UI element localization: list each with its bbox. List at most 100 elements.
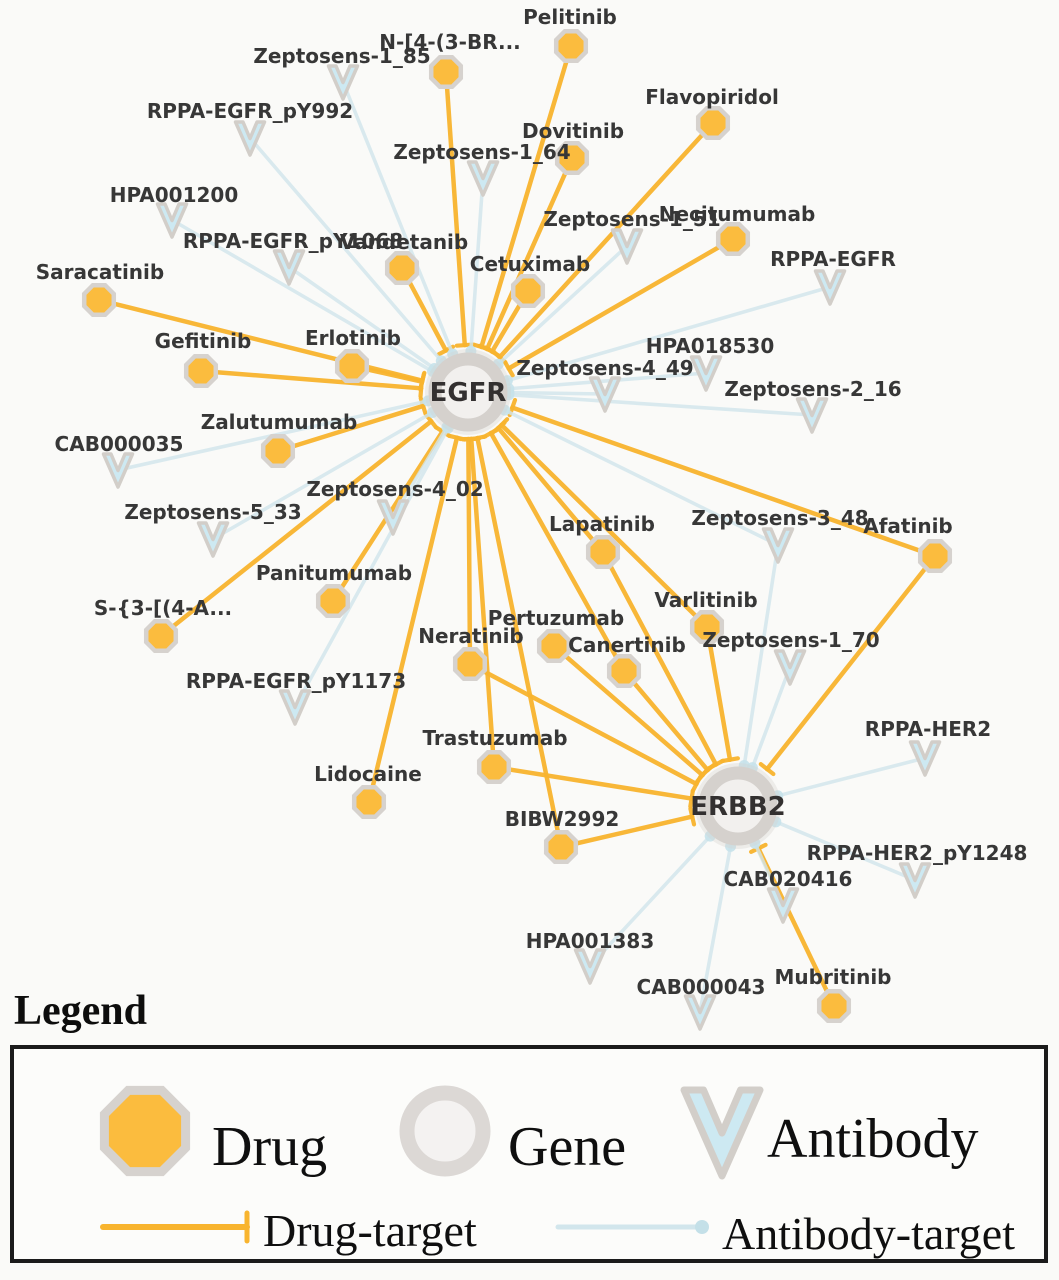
drug-octagon-icon bbox=[315, 583, 351, 619]
rppa_egfr_py1173-node[interactable] bbox=[278, 689, 312, 726]
antibody-chevron-icon bbox=[101, 452, 135, 489]
trastuzumab-node[interactable] bbox=[476, 749, 512, 785]
erbb2-node[interactable]: ERBB2 bbox=[690, 763, 786, 849]
s3_4a-label: S-{3-[(4-A... bbox=[94, 596, 232, 620]
drug-target-edges bbox=[96, 43, 938, 1009]
edge-neratinib-erbb2 bbox=[467, 661, 699, 787]
pertuzumab-node[interactable] bbox=[536, 628, 572, 664]
zeptosens_5_33-node[interactable] bbox=[196, 521, 230, 558]
mubritinib-label: Mubritinib bbox=[774, 965, 891, 989]
edge-hpa018530-egfr bbox=[507, 371, 708, 391]
egfr-label: EGFR bbox=[430, 378, 507, 408]
erlotinib-node[interactable] bbox=[334, 348, 370, 384]
nodes: EGFR ERBB2 bbox=[81, 28, 953, 1031]
cab020416-node[interactable] bbox=[766, 887, 800, 924]
zeptosens_3_48-node[interactable] bbox=[761, 527, 795, 564]
neratinib-label: Neratinib bbox=[418, 624, 524, 648]
hpa001383-node[interactable] bbox=[573, 948, 607, 985]
dovitinib-node[interactable] bbox=[554, 140, 590, 176]
cab000043-node[interactable] bbox=[683, 994, 717, 1031]
drug-octagon-icon bbox=[543, 829, 579, 865]
hpa001200-node[interactable] bbox=[155, 202, 189, 239]
zeptosens_1_85-node[interactable] bbox=[326, 64, 360, 101]
edge-zeptosens_5_33-egfr bbox=[211, 410, 435, 541]
edge-lidocaine-egfr-tee bbox=[447, 433, 467, 442]
rppa_her2-node[interactable] bbox=[908, 740, 942, 777]
edge-lapatinib-erbb2 bbox=[600, 549, 719, 767]
erlotinib-label: Erlotinib bbox=[305, 326, 401, 350]
drug-octagon-icon bbox=[81, 282, 117, 318]
legend-antibody-target-label: Antibody-target bbox=[722, 1208, 1015, 1259]
zeptosens_1_64-node[interactable] bbox=[466, 160, 500, 197]
zeptosens_5_33-label: Zeptosens-5_33 bbox=[124, 500, 301, 524]
edge-neratinib-erbb2-tee bbox=[690, 774, 703, 794]
edge-rppa_egfr_py1068-egfr bbox=[287, 265, 437, 371]
edge-trastuzumab-erbb2 bbox=[491, 764, 694, 801]
drug-octagon-icon bbox=[452, 646, 488, 682]
gefitinib-node[interactable] bbox=[183, 353, 219, 389]
s3_4a-node[interactable] bbox=[143, 618, 179, 654]
drug-octagon-icon bbox=[553, 28, 589, 64]
zeptosens_1_51-node[interactable] bbox=[610, 228, 644, 265]
varlitinib-node[interactable] bbox=[689, 609, 725, 645]
rppa_egfr_py1068-node[interactable] bbox=[272, 249, 306, 286]
edge-rppa_egfr_py1173-egfr bbox=[293, 426, 451, 709]
cab000035-node[interactable] bbox=[101, 452, 135, 489]
rppa_egfr_py992-label: RPPA-EGFR_pY992 bbox=[147, 99, 353, 123]
necitumumab-node[interactable] bbox=[715, 221, 751, 257]
bibw2992-label: BIBW2992 bbox=[505, 807, 620, 831]
antibody-chevron-icon bbox=[573, 948, 607, 985]
edge-rppa_her2-erbb2 bbox=[775, 756, 927, 798]
zeptosens_4_02-node[interactable] bbox=[376, 499, 410, 536]
edge-canertinib-erbb2 bbox=[621, 668, 710, 773]
legend-drug-target-label: Drug-target bbox=[263, 1205, 477, 1256]
vandetanib-node[interactable] bbox=[384, 250, 420, 286]
antibody-chevron-icon bbox=[155, 202, 189, 239]
neratinib-node[interactable] bbox=[452, 646, 488, 682]
edge-dovitinib-egfr bbox=[484, 155, 575, 352]
zalutumumab-label: Zalutumumab bbox=[201, 410, 358, 434]
edge-varlitinib-erbb2 bbox=[704, 624, 733, 762]
flavopiridol-label: Flavopiridol bbox=[645, 85, 779, 109]
canertinib-node[interactable] bbox=[606, 653, 642, 689]
hpa001200-label: HPA001200 bbox=[110, 183, 239, 207]
edge-afatinib-egfr bbox=[510, 405, 938, 559]
pelitinib-node[interactable] bbox=[553, 28, 589, 64]
mubritinib-node[interactable] bbox=[816, 988, 852, 1024]
pertuzumab-label: Pertuzumab bbox=[488, 606, 624, 630]
zeptosens_1_70-node[interactable] bbox=[773, 649, 807, 686]
edge-canertinib-egfr bbox=[488, 430, 627, 674]
panitumumab-node[interactable] bbox=[315, 583, 351, 619]
zalutumumab-node[interactable] bbox=[260, 433, 296, 469]
egfr-node[interactable]: EGFR bbox=[425, 349, 511, 435]
edge-zeptosens_3_48-egfr bbox=[502, 408, 780, 547]
edge-pelitinib-egfr bbox=[479, 43, 574, 350]
bibw2992-node[interactable] bbox=[543, 829, 579, 865]
lapatinib-label: Lapatinib bbox=[549, 512, 655, 536]
n4_3br-node[interactable] bbox=[428, 54, 464, 90]
antibody-chevron-icon bbox=[233, 120, 267, 157]
hpa018530-node[interactable] bbox=[689, 355, 723, 392]
hpa001383-label: HPA001383 bbox=[526, 929, 655, 953]
rppa_her2_py1248-node[interactable] bbox=[898, 862, 932, 899]
cetuximab-node[interactable] bbox=[510, 273, 546, 309]
rppa_egfr-node[interactable] bbox=[813, 269, 847, 306]
zeptosens_3_48-label: Zeptosens-3_48 bbox=[691, 506, 868, 530]
n4_3br-label: N-[4-(3-BR... bbox=[379, 30, 521, 54]
edge-gefitinib-egfr bbox=[198, 368, 424, 391]
rppa_egfr_py992-node[interactable] bbox=[233, 120, 267, 157]
afatinib-node[interactable] bbox=[917, 538, 953, 574]
zeptosens_1_64-label: Zeptosens-1_64 bbox=[393, 140, 570, 164]
lidocaine-node[interactable] bbox=[351, 784, 387, 820]
gefitinib-label: Gefitinib bbox=[155, 329, 252, 353]
edge-zeptosens_1_51-egfr bbox=[496, 244, 629, 367]
afatinib-label: Afatinib bbox=[863, 514, 953, 538]
edge-trastuzumab-egfr bbox=[469, 436, 497, 770]
flavopiridol-node[interactable] bbox=[695, 105, 731, 141]
lapatinib-node[interactable] bbox=[585, 534, 621, 570]
saracatinib-node[interactable] bbox=[81, 282, 117, 318]
edge-pertuzumab-erbb2 bbox=[551, 643, 705, 778]
zeptosens_2_16-node[interactable] bbox=[795, 397, 829, 434]
edge-afatinib-erbb2 bbox=[764, 553, 938, 772]
zeptosens_4_49-node[interactable] bbox=[588, 376, 622, 413]
